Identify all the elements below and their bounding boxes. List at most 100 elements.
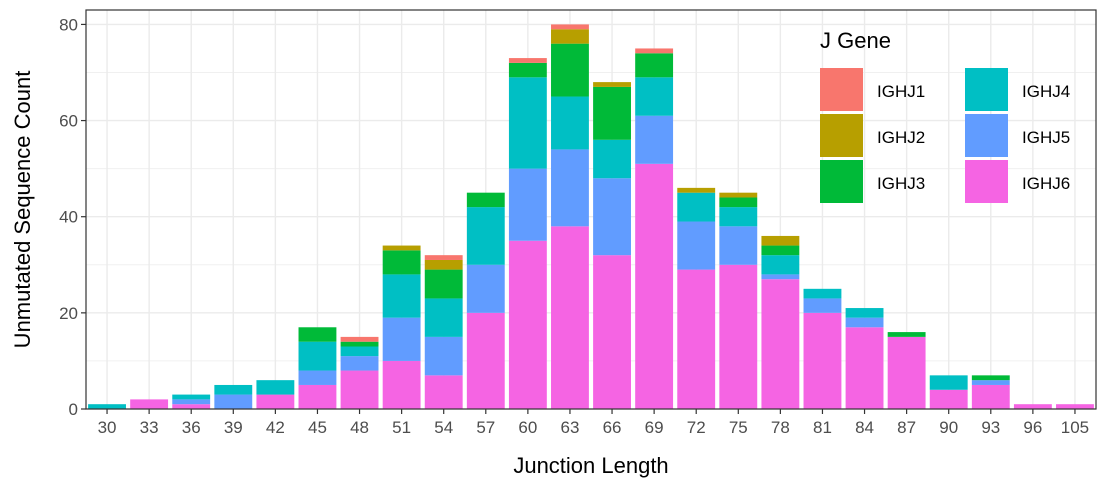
bar-segment-ighj2-78: [761, 235, 800, 246]
x-tick-label: 36: [182, 418, 201, 437]
bar-segment-ighj3-93: [971, 375, 1010, 381]
bar-segment-ighj6-33: [130, 399, 169, 409]
legend-key-ighj2: [820, 114, 863, 157]
x-tick-label: 51: [392, 418, 411, 437]
bar-segment-ighj4-84: [845, 308, 884, 318]
x-tick-label: 45: [308, 418, 327, 437]
legend-label-ighj4: IGHJ4: [1022, 82, 1070, 101]
y-tick-label: 20: [59, 304, 78, 323]
x-tick-label: 72: [687, 418, 706, 437]
bar-segment-ighj4-81: [803, 288, 842, 299]
legend-key-ighj4: [965, 68, 1008, 111]
legend-title: J Gene: [820, 28, 891, 53]
bar-segment-ighj5-57: [466, 264, 505, 313]
plot-background: [86, 10, 1096, 409]
x-tick-label: 90: [939, 418, 958, 437]
bar-segment-ighj4-51: [382, 274, 421, 318]
bar-segment-ighj6-66: [593, 255, 631, 409]
bar-segment-ighj4-48: [340, 346, 379, 357]
x-tick-label: 69: [645, 418, 664, 437]
bar-segment-ighj4-69: [635, 77, 674, 116]
bar-segment-ighj4-75: [719, 207, 758, 227]
bar-segment-ighj6-45: [298, 384, 337, 409]
legend-key-ighj6: [965, 160, 1008, 203]
bar-segment-ighj6-63: [551, 226, 589, 409]
legend-label-ighj3: IGHJ3: [877, 174, 925, 193]
bar-segment-ighj4-45: [298, 341, 337, 371]
bar-segment-ighj3-57: [466, 192, 505, 208]
bar-segment-ighj6-57: [466, 312, 505, 409]
bar-segment-ighj1-60: [508, 58, 547, 63]
bar-segment-ighj2-66: [593, 82, 631, 87]
bar-segment-ighj4-60: [508, 77, 547, 169]
x-tick-label: 81: [813, 418, 832, 437]
y-tick-label: 80: [59, 15, 78, 34]
bar-segment-ighj4-90: [929, 375, 968, 390]
bar-segment-ighj3-75: [719, 197, 758, 208]
bar-segment-ighj1-69: [635, 48, 674, 54]
x-tick-label: 78: [771, 418, 790, 437]
legend: J Gene IGHJ1 IGHJ2 IGHJ3 IGHJ4 IGHJ5 IGHJ6: [820, 28, 1070, 203]
bar-segment-ighj6-87: [887, 336, 926, 409]
legend-label-ighj2: IGHJ2: [877, 128, 925, 147]
y-tick-label: 60: [59, 112, 78, 131]
bar-segment-ighj4-54: [424, 298, 463, 337]
x-tick-label: 60: [518, 418, 537, 437]
bar-segment-ighj2-63: [551, 29, 589, 44]
bar-segment-ighj4-63: [551, 96, 589, 150]
x-tick-label: 57: [476, 418, 495, 437]
x-tick-label: 54: [434, 418, 453, 437]
bar-segment-ighj6-42: [256, 394, 295, 409]
bar-segment-ighj5-51: [382, 317, 421, 361]
legend-label-ighj1: IGHJ1: [877, 82, 925, 101]
bar-segment-ighj5-78: [761, 274, 800, 280]
bar-segment-ighj6-90: [929, 389, 968, 409]
x-tick-label: 84: [855, 418, 874, 437]
bar-segment-ighj1-48: [340, 336, 379, 342]
bars: [88, 24, 1094, 409]
x-tick-label: 33: [140, 418, 159, 437]
x-tick-label: 42: [266, 418, 285, 437]
x-tick-label: 105: [1061, 418, 1089, 437]
bar-segment-ighj5-45: [298, 370, 337, 385]
legend-key-ighj1: [820, 68, 863, 111]
x-axis-title: Junction Length: [513, 453, 668, 478]
bar-segment-ighj4-57: [466, 207, 505, 265]
bar-segment-ighj6-54: [424, 375, 463, 409]
bar-segment-ighj1-63: [551, 24, 589, 30]
bar-segment-ighj2-75: [719, 192, 758, 198]
bar-segment-ighj6-93: [971, 384, 1010, 409]
bar-segment-ighj5-72: [677, 221, 716, 270]
bar-segment-ighj3-69: [635, 53, 674, 78]
bar-segment-ighj3-51: [382, 250, 421, 275]
legend-label-ighj6: IGHJ6: [1022, 174, 1070, 193]
bar-segment-ighj3-78: [761, 245, 800, 256]
bar-segment-ighj3-87: [887, 332, 926, 337]
x-tick-label: 48: [350, 418, 369, 437]
bar-segment-ighj6-69: [635, 163, 674, 409]
x-tick-label: 75: [729, 418, 748, 437]
bar-segment-ighj2-54: [424, 259, 463, 270]
bar-segment-ighj4-66: [593, 139, 631, 179]
bar-segment-ighj5-75: [719, 226, 758, 265]
y-tick-label: 0: [69, 400, 78, 419]
bar-segment-ighj6-36: [172, 404, 211, 409]
bar-segment-ighj6-60: [508, 240, 547, 409]
bar-segment-ighj6-84: [845, 327, 884, 409]
x-tick-label: 39: [224, 418, 243, 437]
x-tick-label: 63: [560, 418, 579, 437]
bar-segment-ighj6-78: [761, 279, 800, 409]
bar-segment-ighj5-93: [971, 380, 1010, 385]
legend-key-ighj5: [965, 114, 1008, 157]
bar-segment-ighj5-69: [635, 115, 674, 164]
bar-segment-ighj2-72: [677, 187, 716, 193]
bar-segment-ighj4-42: [256, 380, 295, 395]
x-tick-label: 30: [98, 418, 117, 437]
bar-segment-ighj4-78: [761, 255, 800, 275]
bar-segment-ighj5-39: [214, 394, 253, 409]
bar-segment-ighj3-54: [424, 269, 463, 299]
bar-segment-ighj6-48: [340, 370, 379, 409]
bar-segment-ighj6-96: [1013, 404, 1052, 409]
legend-key-ighj3: [820, 160, 863, 203]
